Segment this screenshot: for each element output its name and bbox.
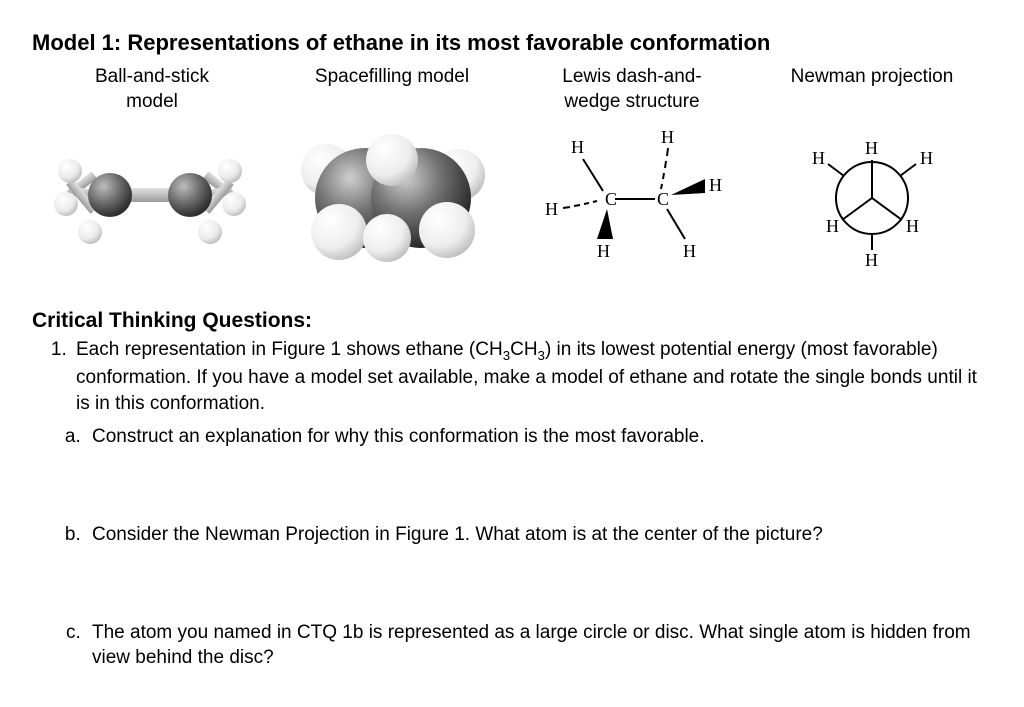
atom-h: H [571,137,584,157]
spacefill-svg [287,120,497,270]
sub-question-list: Construct an explanation for why this co… [76,424,992,671]
spacefilling-figure [272,120,512,270]
question-1: Each representation in Figure 1 shows et… [72,337,992,671]
atom-c: C [657,189,669,209]
lewis-figure: C C H H H H [512,121,752,271]
atom-h: H [709,175,722,195]
model-title: Model 1: Representations of ethane in it… [32,28,992,58]
rep-label-line1: Spacefilling model [315,66,469,87]
atom-h: H [812,148,825,168]
rep-label-line1: Newman projection [791,66,954,87]
question-1a: Construct an explanation for why this co… [86,424,992,450]
rep-newman: Newman projection H H H H H H [752,64,992,270]
atom-h: H [865,138,878,158]
atom-h: H [865,250,878,270]
newman-svg: H H H H H H [772,120,972,270]
rep-label: Lewis dash-and- wedge structure [512,64,752,115]
question-1b: Consider the Newman Projection in Figure… [86,522,992,548]
atom-h: H [906,216,919,236]
atom-h: H [826,216,839,236]
q1-text: Each representation in Figure 1 shows et… [76,339,977,413]
rep-label-line2: model [126,91,178,112]
rep-label-line1: Lewis dash-and- [562,66,701,87]
question-1c: The atom you named in CTQ 1b is represen… [86,620,992,671]
rep-label: Newman projection [752,64,992,114]
ball-stick-svg [52,126,252,266]
lewis-svg: C C H H H H [527,121,737,271]
representations-row: Ball-and-stick model [32,64,992,271]
rep-label-line2: wedge structure [564,91,699,112]
atom-h: H [920,148,933,168]
rep-label: Ball-and-stick model [32,64,272,115]
atom-h: H [545,199,558,219]
ctq-heading: Critical Thinking Questions: [32,307,992,335]
newman-figure: H H H H H H [752,120,992,270]
rep-spacefilling: Spacefilling model [272,64,512,270]
question-list: Each representation in Figure 1 shows et… [32,337,992,671]
atom-h: H [683,241,696,261]
rep-lewis: Lewis dash-and- wedge structure C C H H [512,64,752,271]
rep-label-line1: Ball-and-stick [95,66,209,87]
rep-label: Spacefilling model [272,64,512,114]
atom-h: H [597,241,610,261]
atom-h: H [661,127,674,147]
ball-and-stick-figure [32,121,272,271]
rep-ball-and-stick: Ball-and-stick model [32,64,272,271]
atom-c: C [605,189,617,209]
